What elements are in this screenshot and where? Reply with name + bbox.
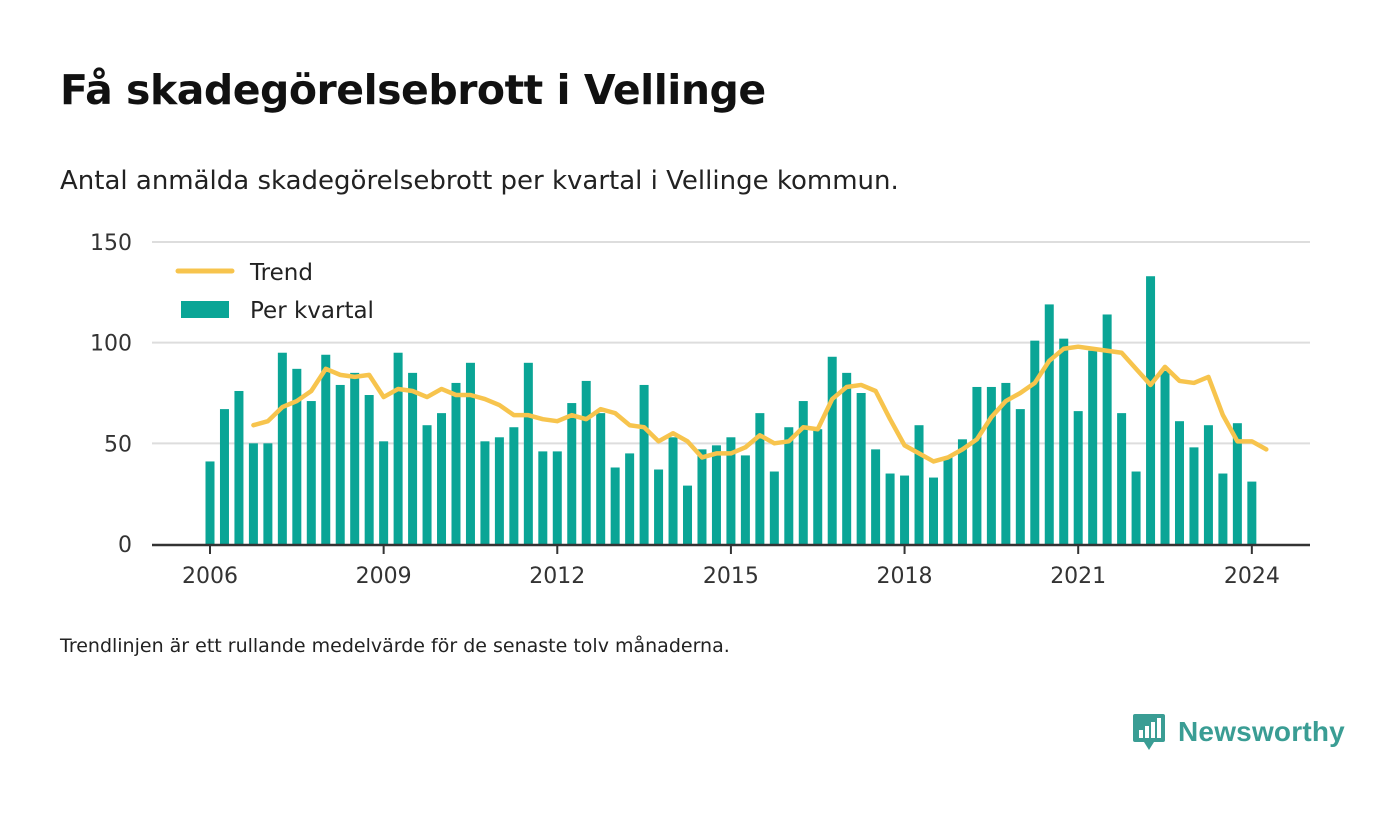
bar <box>350 372 360 544</box>
bar <box>827 356 837 544</box>
bar <box>1146 276 1156 544</box>
x-tick-label: 2012 <box>529 564 585 589</box>
bar <box>248 443 258 544</box>
y-tick-label: 100 <box>90 332 132 357</box>
trend-line <box>251 344 1269 464</box>
bar <box>842 372 852 544</box>
bar <box>1203 425 1213 544</box>
x-tick-label: 2018 <box>877 564 933 589</box>
bar <box>784 427 794 544</box>
bar <box>263 443 273 544</box>
bar <box>639 384 649 544</box>
bar <box>552 451 562 544</box>
bar <box>1232 423 1242 544</box>
legend-bars-swatch <box>181 301 229 318</box>
bar <box>740 455 750 544</box>
bar <box>494 437 504 544</box>
bar <box>755 413 765 544</box>
legend-bars-label: Per kvartal <box>250 298 374 324</box>
bar <box>234 390 244 544</box>
bar <box>957 439 967 544</box>
x-tick-label: 2024 <box>1224 564 1280 589</box>
bar <box>1102 314 1112 544</box>
chart-title: Få skadegörelsebrott i Vellinge <box>60 66 766 114</box>
bar <box>364 395 374 544</box>
bar <box>567 403 577 544</box>
chart-subtitle: Antal anmälda skadegörelsebrott per kvar… <box>60 166 899 196</box>
bar <box>596 413 606 544</box>
bar <box>335 384 345 544</box>
bar <box>321 354 331 544</box>
bar <box>610 467 620 544</box>
x-tick-label: 2009 <box>356 564 412 589</box>
bar <box>813 429 823 544</box>
bar <box>1218 473 1228 544</box>
bar <box>885 473 895 544</box>
bar <box>437 413 447 544</box>
bar <box>683 485 693 544</box>
bar <box>581 380 591 544</box>
x-tick-label: 2021 <box>1050 564 1106 589</box>
bar <box>1174 421 1184 544</box>
bar <box>726 437 736 544</box>
bar <box>480 441 490 544</box>
bar <box>972 386 982 544</box>
bar <box>697 449 707 544</box>
bar <box>408 372 418 544</box>
bar <box>798 401 808 544</box>
bar <box>1073 411 1083 544</box>
trend-series <box>251 344 1269 464</box>
bar <box>451 382 461 544</box>
footnote: Trendlinjen är ett rullande medelvärde f… <box>60 635 730 657</box>
bar <box>1015 409 1025 544</box>
bar <box>929 477 938 544</box>
newsworthy-logo[interactable]: Newsworthy <box>1132 712 1345 752</box>
bar <box>205 461 215 544</box>
axes: 0 50 100 150 2006 2009 2012 2015 2018 2021 2024 <box>90 231 1310 589</box>
bar <box>509 427 519 544</box>
x-tick-label: 2015 <box>703 564 759 589</box>
bar <box>943 457 953 544</box>
legend: Trend Per kvartal <box>175 260 374 324</box>
bar <box>668 437 678 544</box>
bar <box>769 471 779 544</box>
bar <box>292 368 302 544</box>
bar <box>1247 481 1257 544</box>
bar <box>1160 370 1170 544</box>
newsworthy-logo-text: Newsworthy <box>1178 716 1345 747</box>
bar <box>654 469 664 544</box>
bar <box>277 352 287 544</box>
y-tick-label: 0 <box>118 533 132 558</box>
y-tick-label: 50 <box>104 432 132 457</box>
bar <box>914 425 924 544</box>
bar <box>219 409 229 544</box>
bar <box>306 401 316 544</box>
bar <box>379 441 389 544</box>
legend-trend-label: Trend <box>249 260 313 286</box>
y-tick-label: 150 <box>90 231 132 256</box>
bar <box>1030 340 1040 544</box>
bar <box>1088 350 1098 544</box>
bar <box>986 386 996 544</box>
bar <box>900 475 910 544</box>
x-tick-label: 2006 <box>182 564 238 589</box>
bar <box>538 451 548 544</box>
bar <box>422 425 432 544</box>
bar <box>1059 338 1069 544</box>
newsworthy-logo-icon <box>1133 714 1165 750</box>
bar <box>1044 304 1054 544</box>
bar <box>1131 471 1141 544</box>
bar <box>1117 413 1127 544</box>
bar <box>1001 382 1011 544</box>
bar <box>625 453 635 544</box>
bar <box>523 362 533 544</box>
bar <box>711 445 721 544</box>
bar <box>856 393 866 544</box>
bar <box>393 352 403 544</box>
bar-series <box>205 276 1257 544</box>
bar <box>1189 447 1199 544</box>
bar <box>871 449 881 544</box>
bar <box>465 362 475 544</box>
